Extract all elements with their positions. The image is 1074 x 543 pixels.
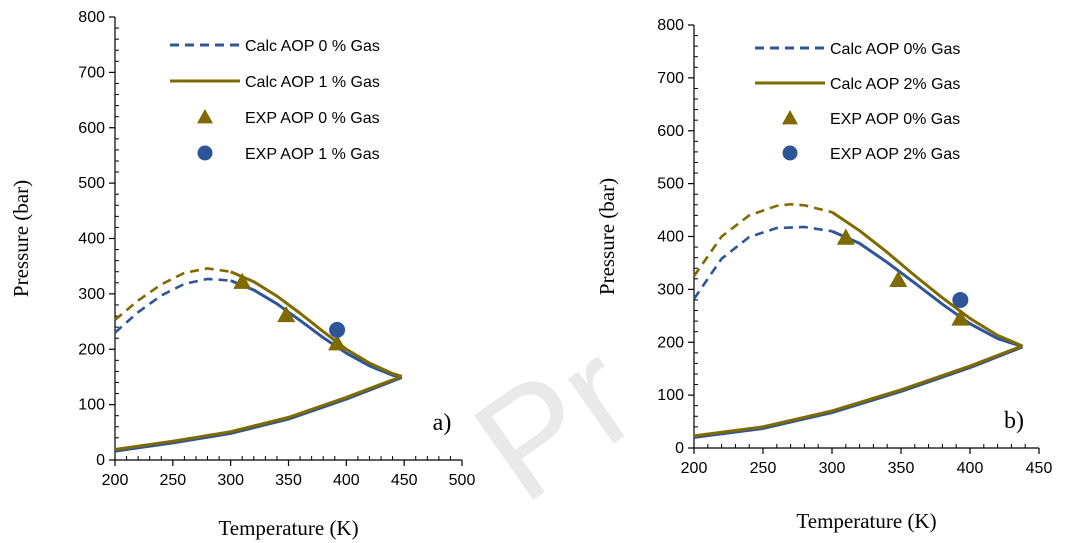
chart-panel-b: 0 100 200 300 400 500 600 700 800 200 250 300 350 400… <box>595 17 1052 533</box>
x-tick-label: 400 <box>333 472 360 489</box>
y-tick-label: 600 <box>657 123 684 140</box>
series-line <box>693 344 1023 438</box>
x-tick-label: 500 <box>449 472 476 489</box>
series-line <box>831 229 1023 348</box>
y-tick-label: 700 <box>657 70 684 87</box>
x-tick-label: 200 <box>681 460 708 477</box>
y-tick-label: 200 <box>78 341 105 358</box>
legend-label: Calc AOP 0% Gas <box>830 41 960 58</box>
legend-swatch-circle <box>782 145 798 161</box>
x-tick-label: 350 <box>888 460 915 477</box>
data-point-circle <box>329 321 346 338</box>
legend-label: EXP AOP 1 % Gas <box>245 146 380 163</box>
y-tick-label: 800 <box>657 17 684 34</box>
x-tick-label: 450 <box>1026 460 1053 477</box>
legend-swatch-triangle <box>782 110 798 125</box>
y-tick-label: 100 <box>78 397 105 414</box>
series-line <box>230 270 403 378</box>
y-axis-title: Pressure (bar) <box>595 178 619 295</box>
x-tick-label: 250 <box>159 472 186 489</box>
y-tick-label: 0 <box>96 452 105 469</box>
chart-panel-a: 0 100 200 300 400 500 600 700 800 200 250 300 350 400… <box>9 9 475 540</box>
x-tick-label: 450 <box>391 472 418 489</box>
x-tick-label: 400 <box>957 460 984 477</box>
y-tick-label: 0 <box>675 440 684 457</box>
legend-label: EXP AOP 0 % Gas <box>245 110 380 127</box>
series-line <box>114 374 403 451</box>
data-point-triangle <box>889 270 908 288</box>
y-tick-label: 800 <box>78 9 105 26</box>
legend-label: Calc AOP 0 % Gas <box>245 38 380 55</box>
y-tick-label: 500 <box>78 175 105 192</box>
legend-label: EXP AOP 2% Gas <box>830 146 960 163</box>
panel-label: b) <box>1004 408 1024 434</box>
legend-label: Calc AOP 2% Gas <box>830 76 960 93</box>
legend-swatch-triangle <box>197 109 213 124</box>
series-line-dashed <box>114 267 231 321</box>
series-line <box>693 345 1023 439</box>
x-tick-label: 300 <box>217 472 244 489</box>
x-tick-label: 300 <box>819 460 846 477</box>
legend-swatch-circle <box>197 145 213 161</box>
y-tick-label: 400 <box>78 231 105 248</box>
x-tick-label: 350 <box>275 472 302 489</box>
series-line <box>831 210 1024 348</box>
y-tick-label: 300 <box>657 281 684 298</box>
data-point-triangle <box>836 228 855 245</box>
y-tick-label: 600 <box>78 120 105 137</box>
y-tick-label: 500 <box>657 176 684 193</box>
series-line-dashed <box>692 202 833 277</box>
panel-label: a) <box>433 410 452 436</box>
data-point-triangle <box>277 305 296 323</box>
legend-label: EXP AOP 0% Gas <box>830 111 960 128</box>
data-point-circle <box>952 291 969 308</box>
y-tick-label: 400 <box>657 229 684 246</box>
y-tick-label: 700 <box>78 64 105 81</box>
x-axis-title: Temperature (K) <box>218 516 358 540</box>
series-line <box>114 376 403 453</box>
series-line <box>230 279 403 379</box>
y-tick-label: 300 <box>78 286 105 303</box>
y-axis-title: Pressure (bar) <box>9 180 33 297</box>
series-line-dashed <box>114 277 231 334</box>
data-point-triangle <box>233 272 252 289</box>
legend-label: Calc AOP 1 % Gas <box>245 74 380 91</box>
series-line-dashed <box>692 225 833 300</box>
x-tick-label: 250 <box>750 460 777 477</box>
watermark: Pr <box>445 309 664 533</box>
y-tick-label: 100 <box>657 387 684 404</box>
data-point-triangle <box>328 334 347 351</box>
data-point-triangle <box>951 309 970 326</box>
x-axis-title: Temperature (K) <box>796 509 936 533</box>
x-tick-label: 200 <box>102 472 129 489</box>
y-tick-label: 200 <box>657 334 684 351</box>
